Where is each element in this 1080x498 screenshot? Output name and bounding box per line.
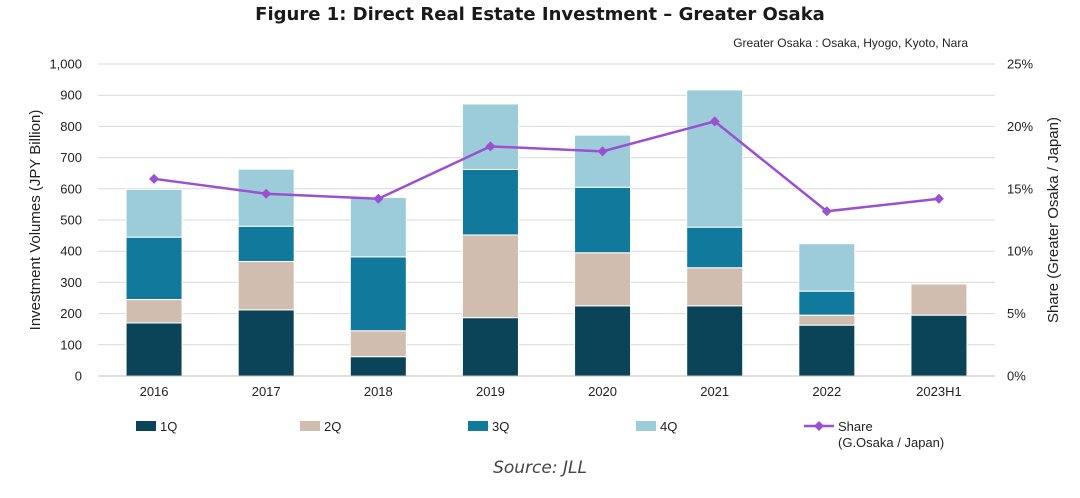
y2-tick-label: 25% — [1007, 57, 1033, 72]
bar-2Q-2020 — [574, 252, 632, 307]
bar-2Q-2019 — [461, 234, 519, 319]
bar-4Q-2020 — [574, 134, 632, 188]
bar-2Q-2021 — [686, 267, 744, 307]
bar-1Q-2018 — [349, 356, 407, 377]
bar-3Q-2019 — [461, 168, 519, 236]
bar-2Q-2018 — [349, 330, 407, 358]
y2-tick-label: 0% — [1007, 369, 1026, 384]
source-note: Source: JLL — [493, 458, 587, 478]
bar-1Q-2019 — [461, 317, 519, 377]
legend-label-share: Share — [838, 419, 873, 434]
legend-swatch-3Q — [468, 421, 488, 431]
y-tick-label: 400 — [60, 244, 82, 259]
chart-title: Figure 1: Direct Real Estate Investment … — [255, 4, 825, 25]
y-tick-label: 300 — [60, 275, 82, 290]
y-tick-label: 0 — [75, 369, 82, 384]
legend-label-share-sub: (G.Osaka / Japan) — [838, 435, 944, 450]
bar-1Q-2016 — [125, 322, 183, 377]
y-tick-label: 500 — [60, 213, 82, 228]
y-tick-label: 1,000 — [49, 57, 82, 72]
share-marker-2019 — [485, 141, 496, 152]
bar-4Q-2021 — [686, 89, 744, 228]
legend-swatch-4Q — [636, 421, 656, 431]
bar-3Q-2016 — [125, 236, 183, 301]
bar-2Q-2023H1 — [910, 283, 968, 316]
bar-3Q-2017 — [237, 225, 295, 262]
y2-axis-title: Share (Greater Osaka / Japan) — [1045, 117, 1062, 323]
y-tick-label: 900 — [60, 88, 82, 103]
bar-3Q-2020 — [574, 186, 632, 254]
legend-marker-share — [814, 421, 824, 431]
y2-tick-label: 15% — [1007, 181, 1033, 196]
x-tick-label: 2023H1 — [916, 384, 962, 399]
share-marker-2017 — [261, 188, 272, 199]
legend-swatch-1Q — [136, 421, 156, 431]
x-tick-label: 2019 — [476, 384, 505, 399]
bar-3Q-2018 — [349, 256, 407, 332]
y2-tick-label: 10% — [1007, 244, 1033, 259]
bar-1Q-2017 — [237, 309, 295, 377]
share-marker-2020 — [597, 146, 608, 157]
bar-3Q-2021 — [686, 226, 744, 269]
bar-2Q-2017 — [237, 260, 295, 311]
bar-4Q-2022 — [798, 243, 856, 292]
chart-subtitle: Greater Osaka : Osaka, Hyogo, Kyoto, Nar… — [733, 36, 968, 50]
x-tick-label: 2022 — [812, 384, 841, 399]
y2-tick-label: 5% — [1007, 306, 1026, 321]
y-tick-label: 200 — [60, 306, 82, 321]
share-marker-2022 — [821, 206, 832, 217]
x-tick-label: 2017 — [252, 384, 281, 399]
x-tick-label: 2016 — [140, 384, 169, 399]
bar-4Q-2018 — [349, 197, 407, 258]
bar-4Q-2016 — [125, 188, 183, 238]
y-tick-label: 800 — [60, 119, 82, 134]
bar-1Q-2023H1 — [910, 314, 968, 377]
y-axis-title: Investment Volumes (JPY Billion) — [27, 110, 44, 331]
share-line — [153, 120, 940, 213]
y2-tick-label: 20% — [1007, 119, 1033, 134]
bar-1Q-2021 — [686, 305, 744, 377]
x-tick-label: 2020 — [588, 384, 617, 399]
y-tick-label: 700 — [60, 150, 82, 165]
legend-swatch-2Q — [300, 421, 320, 431]
bar-3Q-2022 — [798, 290, 856, 316]
x-tick-label: 2021 — [700, 384, 729, 399]
bar-2Q-2016 — [125, 299, 183, 324]
legend-label-4Q: 4Q — [660, 419, 677, 434]
share-marker-2016 — [149, 173, 160, 184]
bar-4Q-2019 — [461, 103, 519, 170]
share-marker-2018 — [373, 193, 384, 204]
legend-label-1Q: 1Q — [160, 419, 177, 434]
bar-2Q-2022 — [798, 314, 856, 326]
legend-label-2Q: 2Q — [324, 419, 341, 434]
y-tick-label: 100 — [60, 337, 82, 352]
legend-label-3Q: 3Q — [492, 419, 509, 434]
share-marker-2023H1 — [933, 193, 944, 204]
bar-1Q-2022 — [798, 324, 856, 377]
x-tick-label: 2018 — [364, 384, 393, 399]
share-marker-2021 — [709, 116, 720, 127]
bar-1Q-2020 — [574, 305, 632, 377]
y-tick-label: 600 — [60, 181, 82, 196]
